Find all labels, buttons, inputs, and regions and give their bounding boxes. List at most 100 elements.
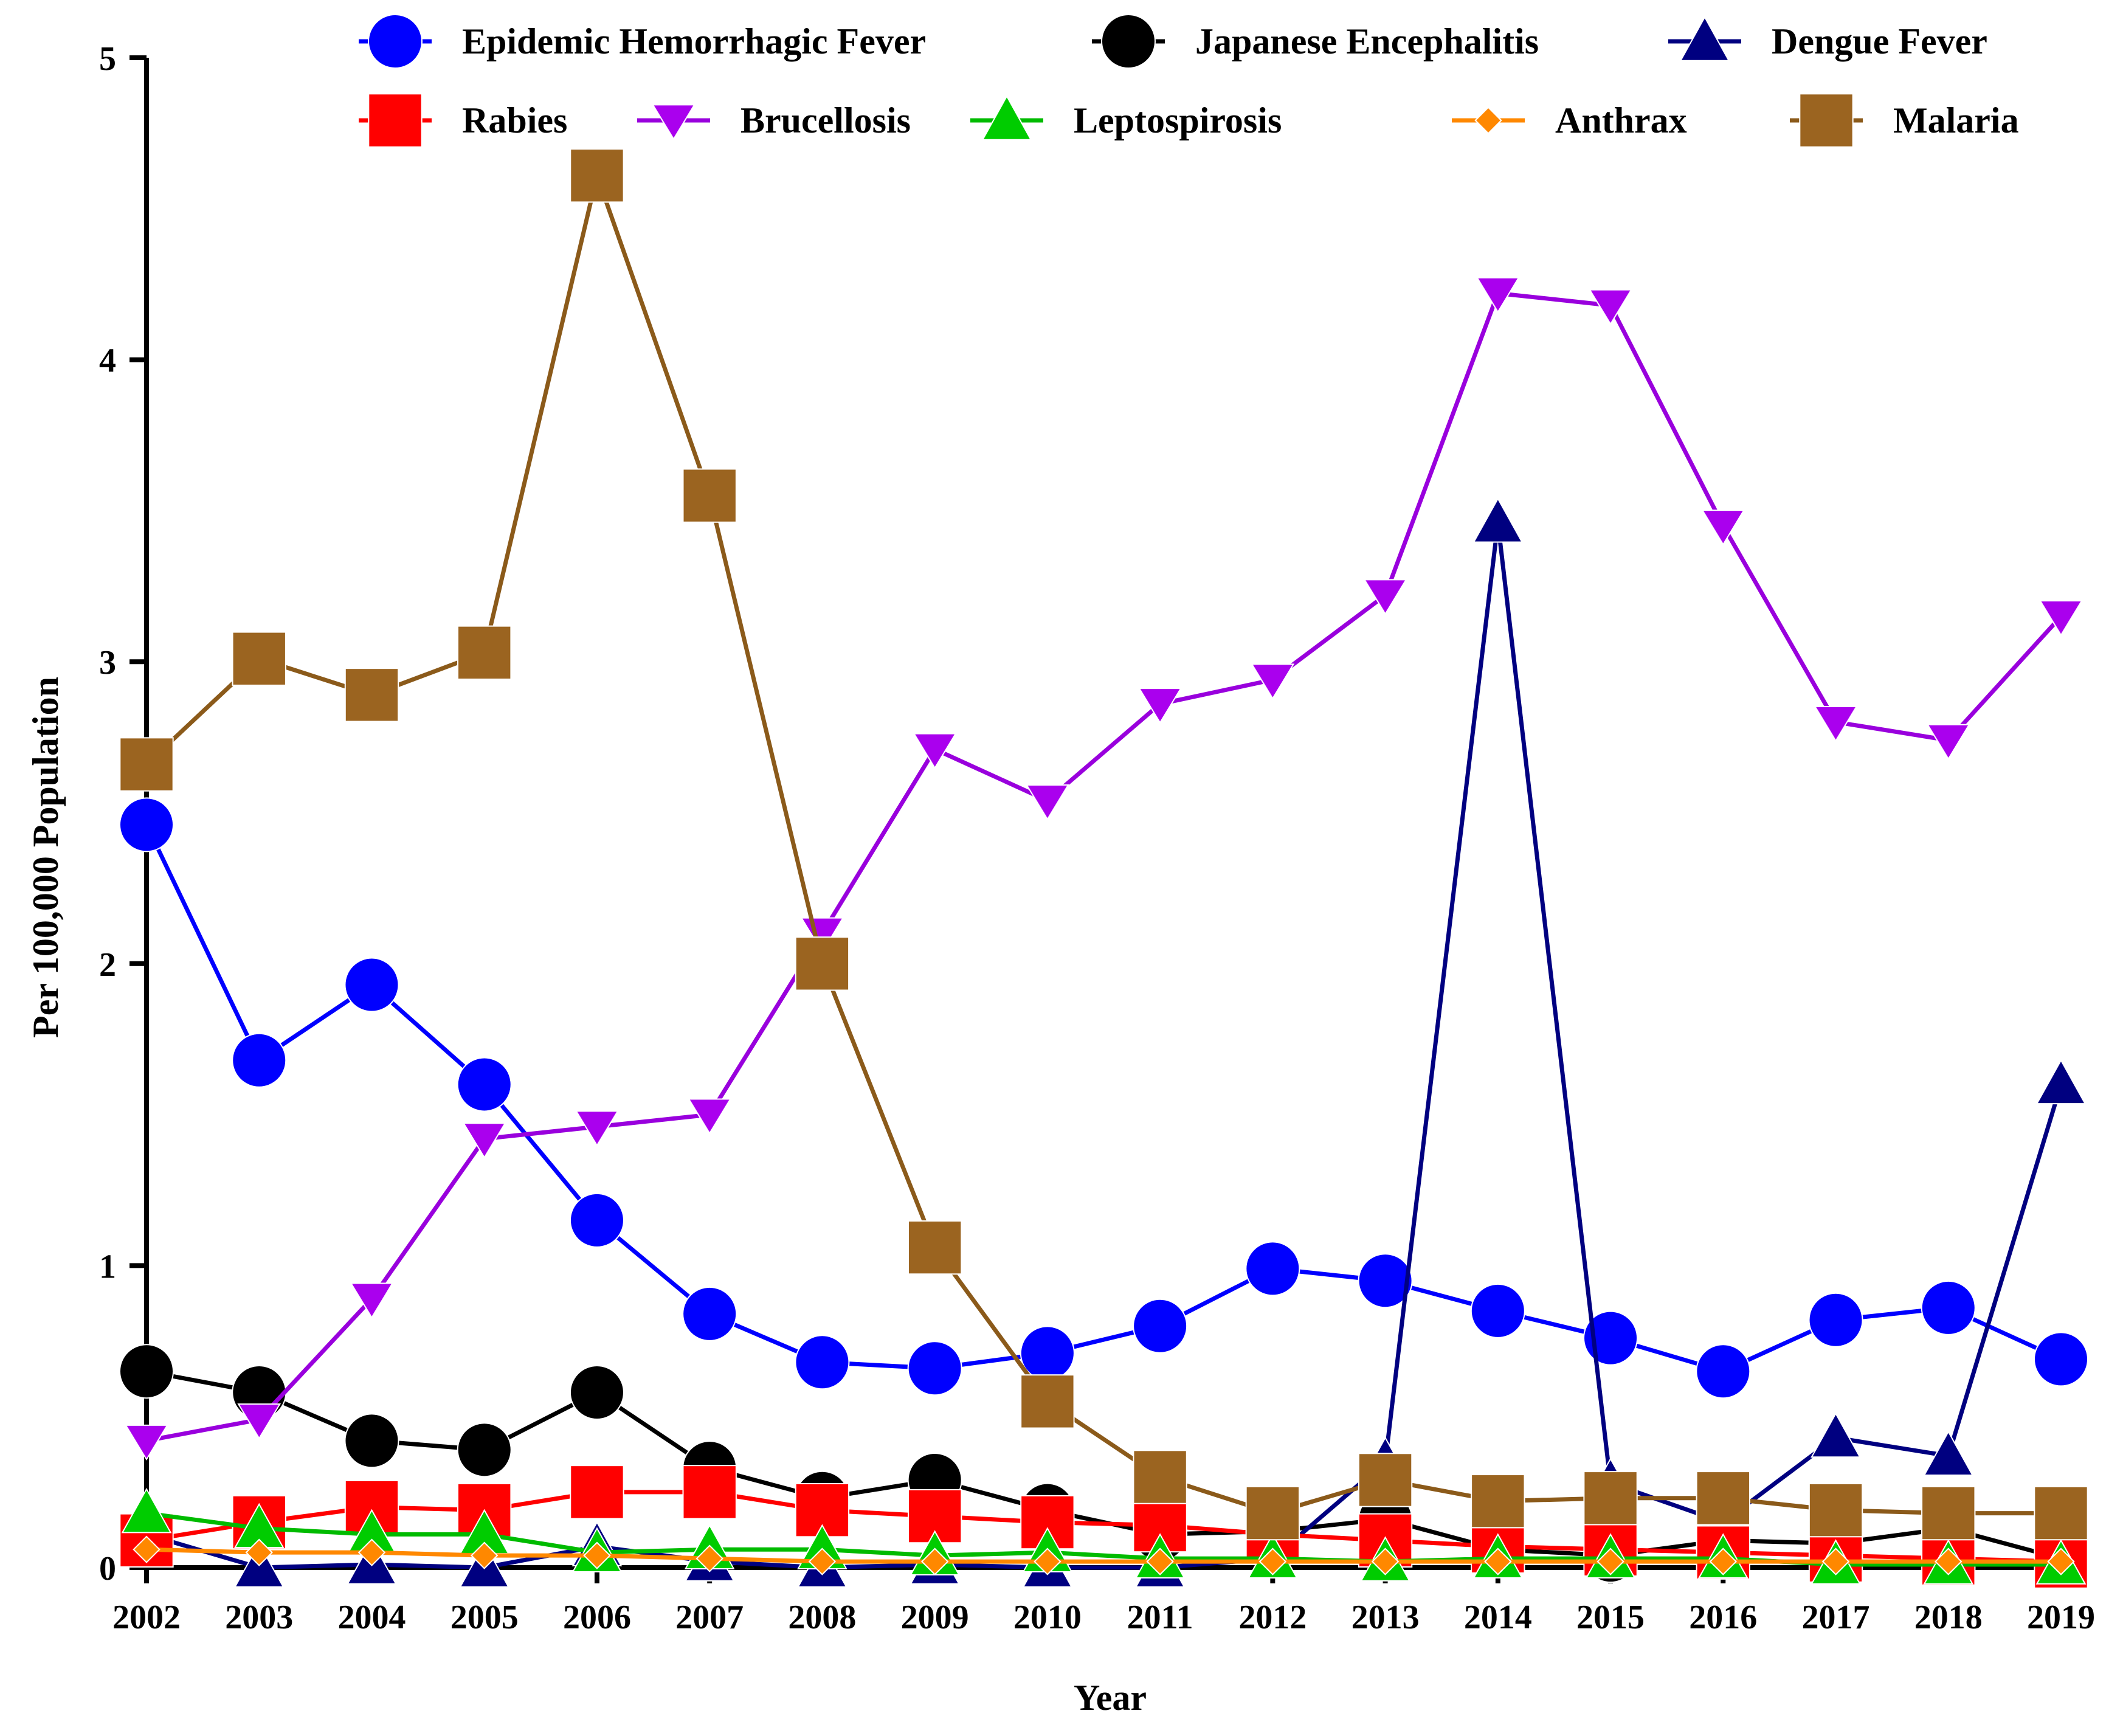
series-line-malaria [145,173,2061,1516]
legend-label: Malaria [1893,100,2019,140]
data-point-epidemic-hemorrhagic-fever [1921,1280,1976,1335]
data-point-brucellosis [237,1403,281,1440]
data-point-anthrax [1935,1548,1962,1575]
series-malaria [119,148,2088,1541]
x-tick-label: 2007 [675,1599,744,1636]
x-tick-label: 2019 [2027,1599,2095,1636]
legend-label: Anthrax [1555,100,1687,140]
data-point-epidemic-hemorrhagic-fever [1358,1253,1413,1309]
data-point-epidemic-hemorrhagic-fever [2034,1332,2088,1387]
data-point-brucellosis [1926,724,1970,760]
legend-marker [1474,106,1502,134]
data-point-anthrax [696,1544,723,1572]
data-point-anthrax [245,1538,273,1566]
y-tick-label: 4 [99,342,116,380]
data-point-anthrax [471,1541,499,1569]
data-point-malaria [232,631,286,686]
data-point-malaria [1583,1471,1638,1526]
data-point-brucellosis [1251,663,1295,700]
data-point-epidemic-hemorrhagic-fever [682,1286,737,1341]
data-point-brucellosis [2039,600,2083,637]
x-tick-label: 2017 [1802,1599,1870,1636]
data-point-epidemic-hemorrhagic-fever [1696,1344,1751,1399]
data-point-anthrax [1258,1548,1287,1575]
data-point-epidemic-hemorrhagic-fever [1133,1298,1188,1354]
data-point-brucellosis [575,1110,619,1147]
data-point-anthrax [1146,1548,1174,1575]
x-tick-label: 2002 [112,1599,181,1636]
legend-marker [981,95,1032,140]
series-dengue-fever [121,497,2087,1588]
data-point-brucellosis [350,1282,394,1319]
legend-label: Japanese Encephalitis [1195,21,1539,61]
data-point-malaria [344,668,399,722]
data-point-anthrax [1484,1548,1512,1575]
data-point-epidemic-hemorrhagic-fever [457,1057,512,1112]
x-tick-label: 2018 [1914,1599,1983,1636]
data-point-epidemic-hemorrhagic-fever [1020,1326,1075,1381]
legend-marker [368,93,423,148]
data-point-brucellosis [462,1122,506,1159]
series-anthrax [133,1535,2075,1575]
series-line-epidemic-hemorrhagic-fever [144,823,2062,1374]
legend-item-anthrax: Anthrax [1452,100,1687,140]
legend-item-leptospirosis: Leptospirosis [970,95,1282,140]
data-point-malaria [907,1220,962,1275]
data-point-malaria [570,148,624,203]
data-point-malaria [1020,1374,1075,1429]
legend-item-epidemic-hemorrhagic-fever: Epidemic Hemorrhagic Fever [359,14,926,69]
data-point-japanese-encephalitis [344,1413,399,1468]
legend-label: Epidemic Hemorrhagic Fever [462,21,926,61]
data-point-japanese-encephalitis [119,1344,174,1399]
x-tick-label: 2009 [901,1599,969,1636]
data-point-dengue-fever [1472,497,1524,543]
data-point-anthrax [920,1548,949,1575]
data-point-anthrax [1371,1548,1400,1575]
series-brucellosis [125,277,2083,1461]
legend-label: Leptospirosis [1074,100,1282,140]
data-point-malaria [1696,1471,1750,1526]
legend-marker [1799,93,1854,148]
data-point-anthrax [1034,1548,1062,1575]
legend-marker [1679,16,1730,61]
data-point-dengue-fever [1923,1430,1974,1476]
legend-item-malaria: Malaria [1790,93,2019,148]
axes: 0 1 2 3 4 5 2002 2003 2004 2005 2006 2007 2008 2009 20… [99,40,2095,1636]
data-point-brucellosis [1026,784,1069,821]
data-point-epidemic-hemorrhagic-fever [232,1032,287,1088]
data-point-rabies [682,1465,737,1520]
legend-item-japanese-encephalitis: Japanese Encephalitis [1092,14,1539,69]
x-tick-label: 2006 [563,1599,631,1636]
series-japanese-encephalitis [119,1344,2088,1586]
legend-marker [652,104,696,140]
x-tick-label: 2011 [1127,1599,1193,1636]
y-tick-label: 0 [99,1550,116,1588]
x-tick-label: 2016 [1689,1599,1757,1636]
x-tick-label: 2008 [788,1599,856,1636]
data-point-malaria [1133,1450,1187,1504]
data-point-malaria [119,737,174,792]
legend-item-brucellosis: Brucellosis [637,100,911,140]
x-tick-label: 2012 [1238,1599,1307,1636]
y-tick-label: 5 [99,40,116,78]
data-point-anthrax [357,1538,386,1566]
data-point-malaria [795,936,850,991]
data-point-anthrax [583,1541,611,1569]
legend-marker [368,14,423,69]
data-point-anthrax [2047,1548,2075,1575]
data-point-malaria [1921,1485,1976,1541]
x-tick-label: 2003 [225,1599,293,1636]
data-point-malaria [1808,1482,1863,1538]
data-point-epidemic-hemorrhagic-fever [1470,1283,1525,1338]
data-point-anthrax [1597,1548,1624,1575]
data-point-brucellosis [1138,688,1182,724]
data-point-brucellosis [688,1098,732,1135]
data-point-brucellosis [1589,289,1632,325]
x-tick-label: 2005 [450,1599,519,1636]
legend-item-dengue-fever: Dengue Fever [1668,16,1987,61]
data-point-epidemic-hemorrhagic-fever [344,957,399,1012]
legend-label: Rabies [462,100,567,140]
data-point-anthrax [133,1535,161,1563]
y-tick-label: 2 [99,946,116,984]
